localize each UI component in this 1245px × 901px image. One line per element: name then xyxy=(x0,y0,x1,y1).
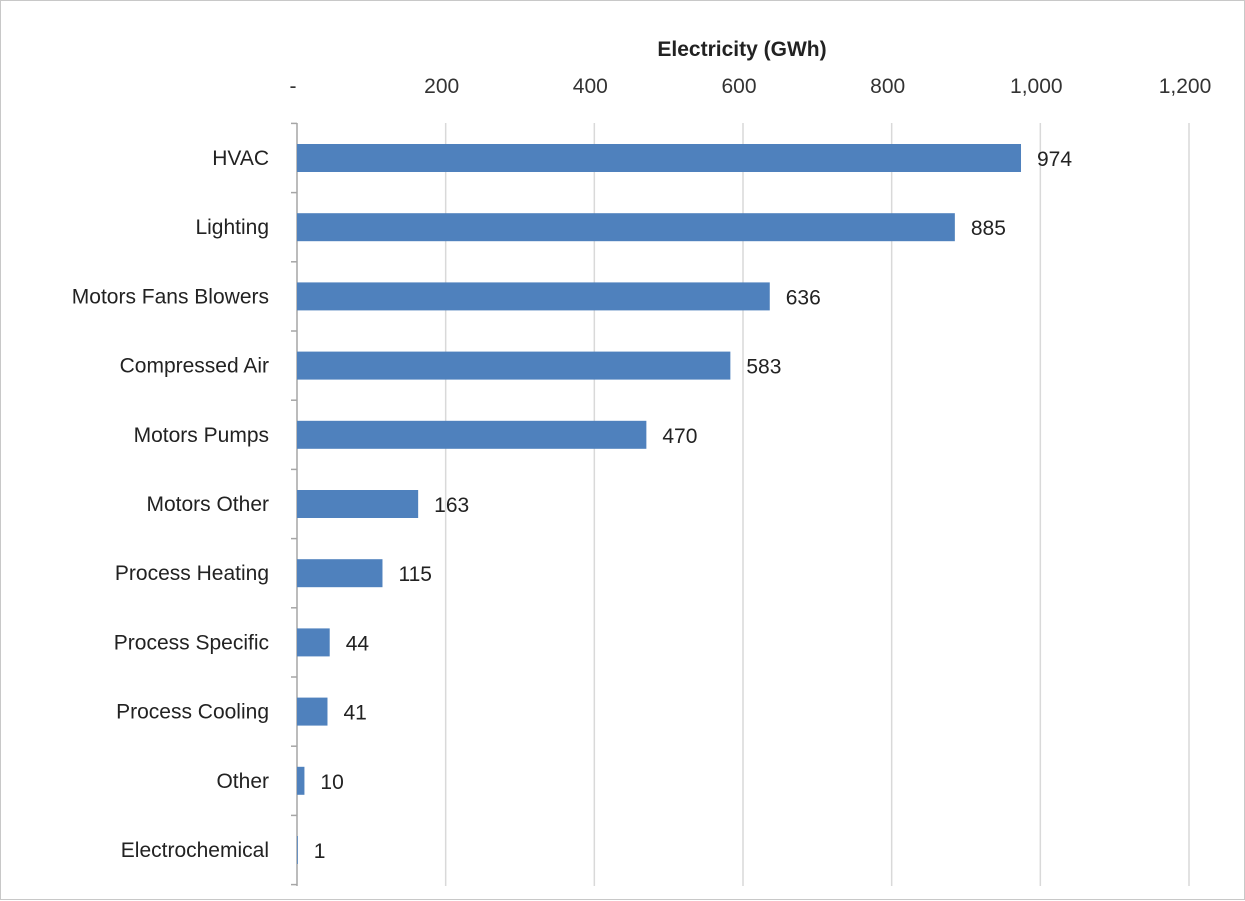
x-tick-label: 400 xyxy=(573,75,608,98)
data-label: 1 xyxy=(314,840,326,863)
bar xyxy=(297,490,419,518)
x-tick-label: 1,200 xyxy=(1159,75,1212,98)
data-label: 10 xyxy=(320,771,343,794)
x-tick-label: 200 xyxy=(424,75,459,98)
category-label: Process Specific xyxy=(114,631,269,654)
data-label: 44 xyxy=(346,632,370,655)
category-label: Motors Other xyxy=(146,493,269,516)
bar xyxy=(297,697,328,726)
x-tick-label: 1,000 xyxy=(1010,75,1063,98)
category-label: Electrochemical xyxy=(121,839,269,862)
category-label: Process Cooling xyxy=(116,701,269,724)
axes xyxy=(291,122,298,886)
x-tick-label: - xyxy=(290,75,297,98)
category-label: Motors Pumps xyxy=(134,424,269,447)
category-label: Other xyxy=(216,770,269,793)
x-tick-label: 600 xyxy=(721,75,756,98)
x-tick-label: 800 xyxy=(870,75,905,98)
category-label: Motors Fans Blowers xyxy=(72,285,269,308)
data-label: 636 xyxy=(786,286,821,309)
data-label: 470 xyxy=(662,425,697,448)
bar xyxy=(297,766,305,795)
data-label: 583 xyxy=(746,356,781,379)
gridlines xyxy=(444,123,1190,886)
data-label: 41 xyxy=(343,702,366,725)
data-label: 163 xyxy=(434,494,469,517)
x-tick-labels: - 200 400 600 800 1,000 1,200 xyxy=(290,75,1212,98)
bar xyxy=(297,351,731,380)
data-label: 885 xyxy=(971,217,1006,240)
x-axis-title: Electricity (GWh) xyxy=(657,38,826,61)
bar xyxy=(297,836,298,864)
bar xyxy=(297,420,647,449)
category-label: Compressed Air xyxy=(120,355,269,378)
bar xyxy=(297,213,955,242)
category-labels: HVAC Lighting Motors Fans Blowers Compresse… xyxy=(72,147,269,862)
category-label: Process Heating xyxy=(115,562,269,585)
bars xyxy=(297,144,1022,864)
category-label: HVAC xyxy=(212,147,269,170)
bar xyxy=(297,559,383,588)
bar xyxy=(297,144,1022,172)
bar xyxy=(297,628,330,657)
data-label: 115 xyxy=(398,563,431,586)
category-label: Lighting xyxy=(195,216,269,239)
bar xyxy=(297,282,770,311)
data-labels: 974 885 636 583 470 163 115 44 41 10 1 xyxy=(314,148,1073,863)
data-label: 974 xyxy=(1037,148,1072,171)
